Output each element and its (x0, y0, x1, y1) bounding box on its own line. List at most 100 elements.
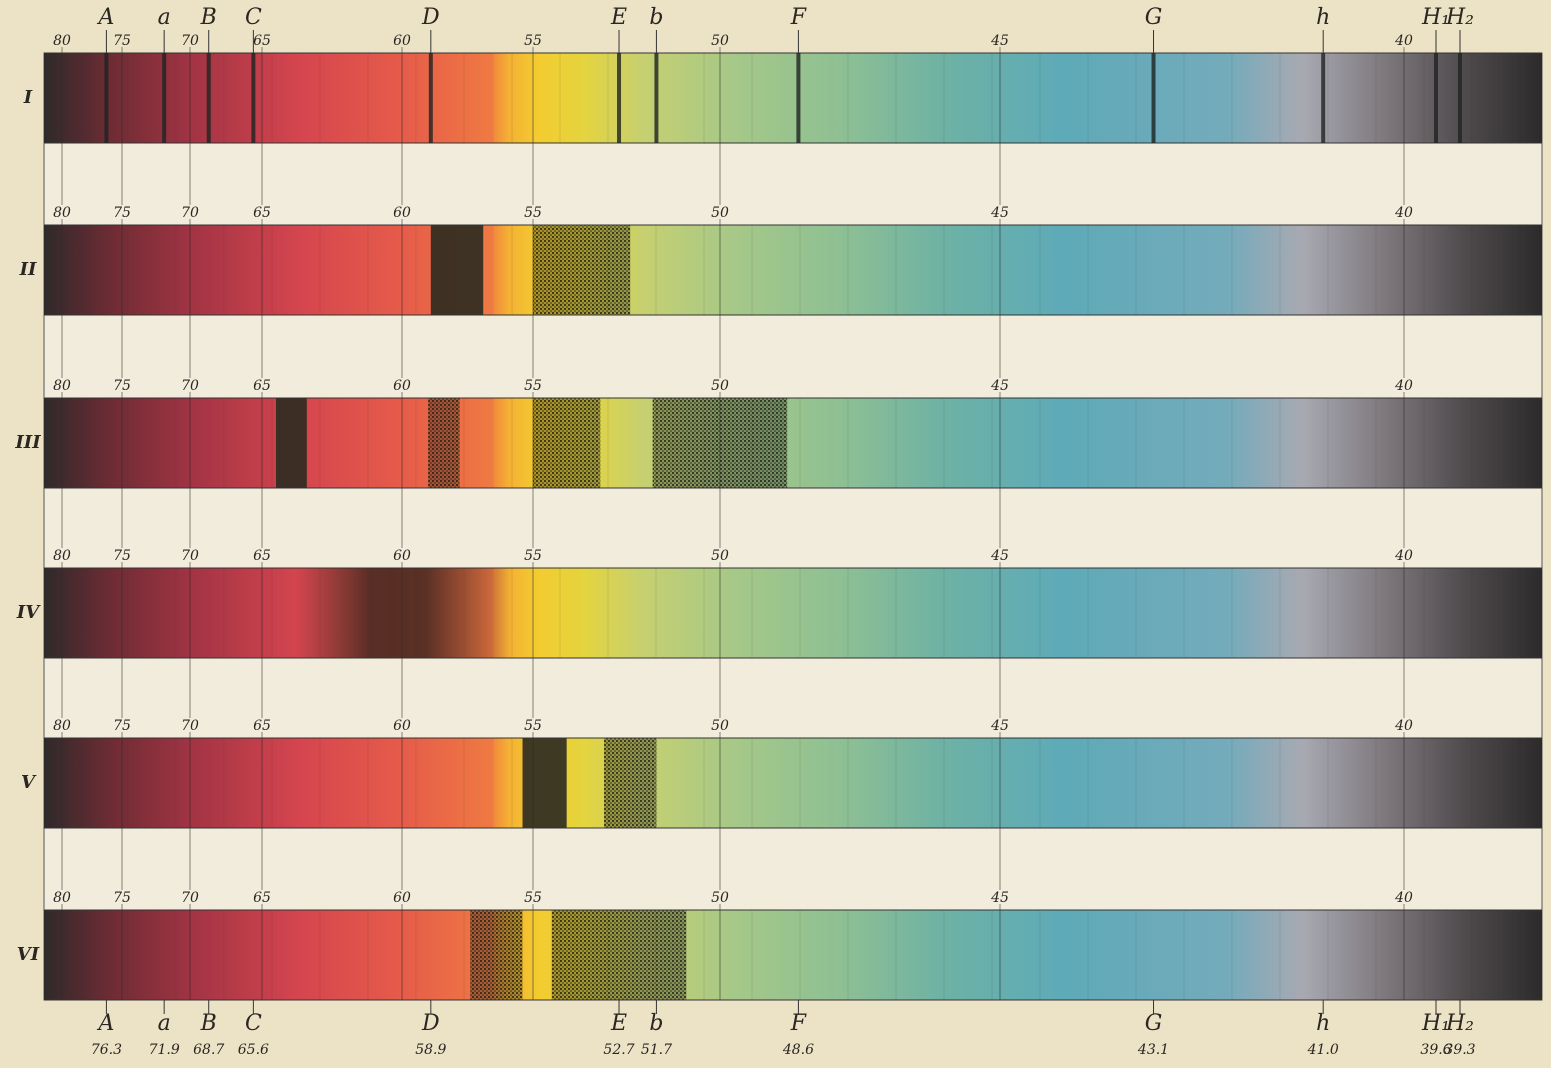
scale-label: 75 (113, 548, 131, 564)
line-symbol-bottom: a (158, 1011, 171, 1036)
line-symbol-top: a (158, 5, 171, 30)
scale-label: 70 (181, 33, 199, 49)
scale-label: 65 (253, 205, 271, 221)
wavelength-label: 52.7 (603, 1042, 634, 1058)
scale-label: 50 (711, 890, 729, 906)
scale-label: 55 (524, 548, 542, 564)
absorption-band (431, 225, 483, 315)
scale-label: 80 (53, 890, 71, 906)
scale-label: 60 (393, 890, 411, 906)
line-symbol-bottom: A (96, 1011, 114, 1036)
line-symbol-top: B (200, 5, 217, 30)
scale-label: 65 (253, 718, 271, 734)
scale-label: 80 (53, 718, 71, 734)
scale-label: 60 (393, 718, 411, 734)
spectrum-bar (44, 910, 1542, 1000)
scale-label: 55 (524, 890, 542, 906)
line-symbol-top: G (1145, 5, 1163, 30)
scale-label: 40 (1394, 205, 1413, 221)
scale-label: 40 (1394, 378, 1413, 394)
absorption-band (470, 910, 522, 1000)
scale-label: 70 (181, 378, 199, 394)
spectrum-plate: I807570656055504540II807570656055504540I… (0, 0, 1551, 1068)
scale-label: 55 (524, 205, 542, 221)
scale-label: 40 (1394, 548, 1413, 564)
scale-label: 55 (524, 33, 542, 49)
wavelength-label: 76.3 (91, 1042, 122, 1058)
scale-label: 45 (990, 205, 1009, 221)
scale-label: 70 (181, 548, 199, 564)
wavelength-label: 58.9 (415, 1042, 446, 1058)
scale-label: 45 (990, 890, 1009, 906)
scale-label: 60 (393, 33, 411, 49)
line-symbol-bottom: b (649, 1011, 663, 1036)
wavelength-label: 51.7 (641, 1042, 672, 1058)
scale-label: 65 (253, 378, 271, 394)
scale-label: 40 (1394, 718, 1413, 734)
line-symbol-top: F (790, 5, 807, 30)
scale-label: 60 (393, 378, 411, 394)
scale-label: 45 (990, 548, 1009, 564)
wavelength-label: 71.9 (149, 1042, 180, 1058)
scale-label: 80 (53, 378, 71, 394)
scale-label: 65 (253, 890, 271, 906)
scale-label: 75 (113, 33, 131, 49)
wavelength-label: 48.6 (782, 1042, 814, 1058)
scale-label: 55 (524, 718, 542, 734)
spectrum-bar (44, 225, 1542, 315)
spectrum-bar (44, 53, 1542, 143)
line-symbol-bottom: B (200, 1011, 217, 1036)
scale-label: 70 (181, 890, 199, 906)
scale-label: 50 (711, 205, 729, 221)
wavelength-label: 43.1 (1137, 1042, 1169, 1058)
scale-label: 80 (53, 205, 71, 221)
line-symbol-bottom: H₂ (1445, 1011, 1474, 1036)
scale-label: 75 (113, 205, 131, 221)
scale-label: 50 (711, 548, 729, 564)
row-label: IV (16, 602, 41, 623)
absorption-band (533, 225, 630, 315)
line-symbol-top: b (649, 5, 663, 30)
absorption-band (604, 738, 656, 828)
spectrum-bar (44, 568, 1542, 658)
scale-label: 50 (711, 33, 729, 49)
line-symbol-bottom: D (421, 1011, 440, 1036)
scale-label: 65 (253, 33, 271, 49)
scale-label: 70 (181, 205, 199, 221)
line-symbol-top: h (1316, 5, 1330, 30)
absorption-band (296, 568, 512, 658)
line-symbol-top: E (610, 5, 627, 30)
line-symbol-top: D (421, 5, 440, 30)
wavelength-label: 68.7 (193, 1042, 224, 1058)
scale-label: 60 (393, 548, 411, 564)
scale-label: 40 (1394, 890, 1413, 906)
spectrum-bar (44, 398, 1542, 488)
scale-label: 40 (1394, 33, 1413, 49)
scale-label: 55 (524, 378, 542, 394)
wavelength-label: 65.6 (238, 1042, 269, 1058)
row-label: III (14, 432, 41, 453)
absorption-band (428, 398, 459, 488)
scale-label: 70 (181, 718, 199, 734)
line-symbol-bottom: F (790, 1011, 807, 1036)
scale-label: 80 (53, 548, 71, 564)
line-symbol-bottom: C (245, 1011, 262, 1036)
row-label: VI (17, 944, 40, 965)
row-label: V (21, 772, 37, 793)
spectrum-bar (44, 738, 1542, 828)
scale-label: 50 (711, 378, 729, 394)
scale-label: 45 (990, 378, 1009, 394)
line-symbol-bottom: h (1316, 1011, 1330, 1036)
line-symbol-top: C (245, 5, 262, 30)
scale-label: 80 (53, 33, 71, 49)
scale-label: 45 (990, 33, 1009, 49)
scale-label: 45 (990, 718, 1009, 734)
plate-frame (44, 53, 1542, 1000)
line-symbol-top: A (96, 5, 114, 30)
scale-label: 60 (393, 205, 411, 221)
wavelength-label: 39.3 (1444, 1042, 1475, 1058)
wavelength-label: 41.0 (1307, 1042, 1339, 1058)
scale-label: 50 (711, 718, 729, 734)
scale-label: 65 (253, 548, 271, 564)
row-label: II (19, 259, 37, 280)
